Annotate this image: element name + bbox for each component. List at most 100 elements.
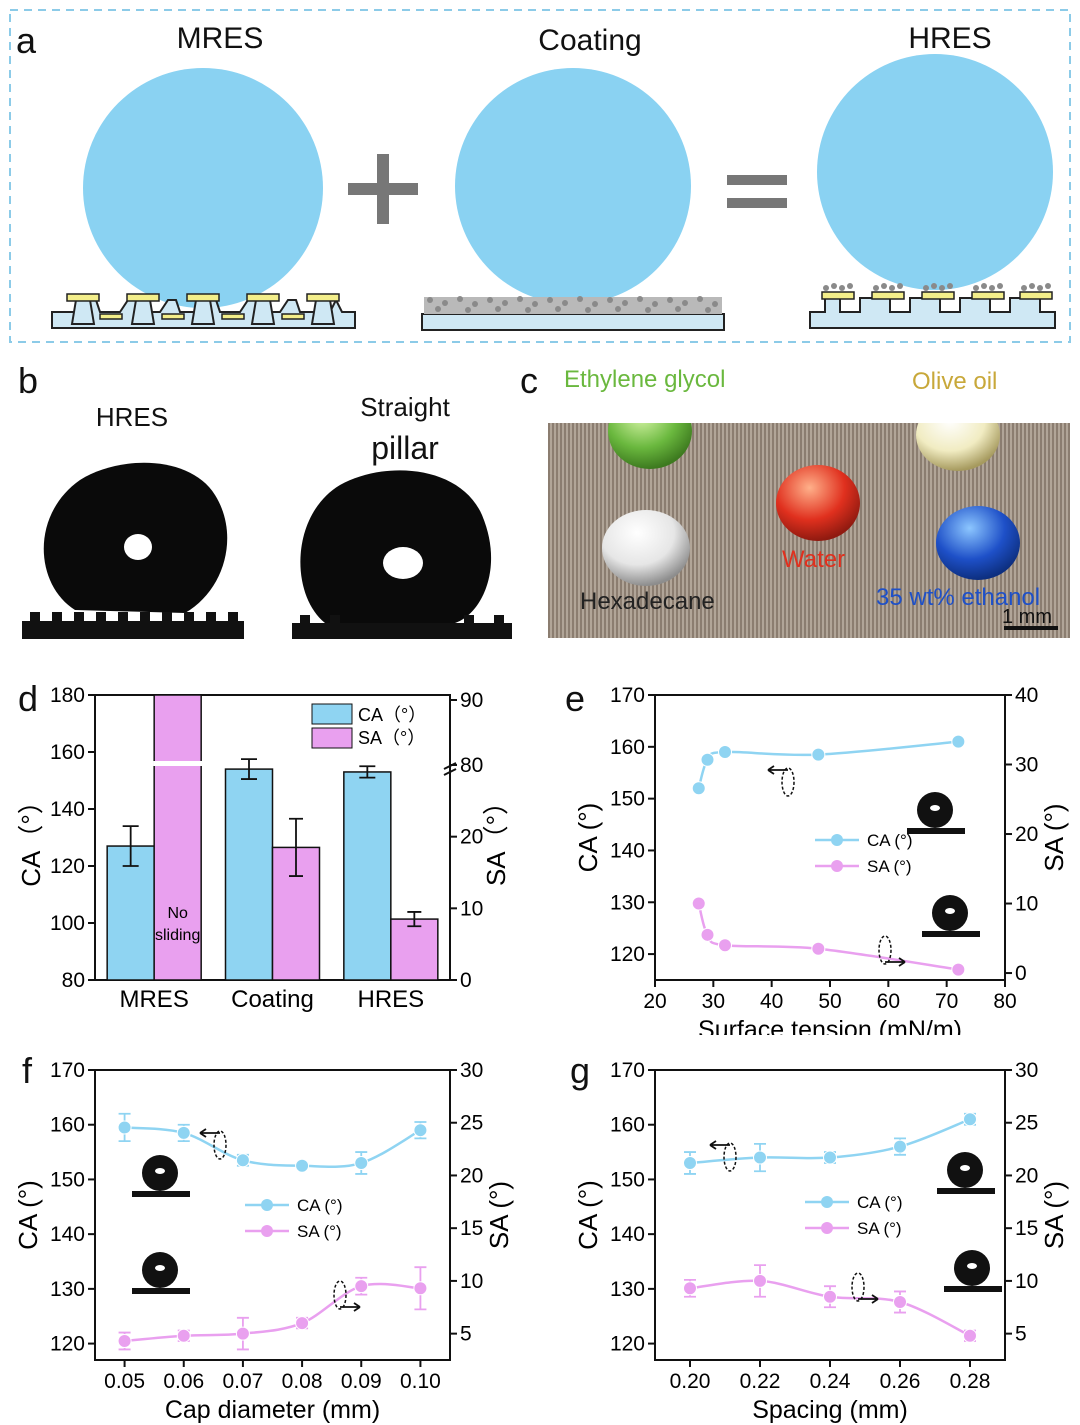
ca-point: [691, 781, 706, 796]
y2-tick-label: 20: [1015, 823, 1038, 846]
panel-a-frame: [9, 9, 1071, 343]
left-arrow-icon: [767, 765, 788, 775]
ca-bar: [224, 768, 274, 981]
y2-tick-label: 10: [460, 897, 483, 920]
sa-point: [718, 938, 732, 953]
y2-axis-label: SA (°): [484, 1181, 514, 1249]
ca-point: [811, 747, 826, 762]
y-tick-label: 120: [50, 1333, 85, 1356]
panel-b-hres-label: HRES: [95, 402, 169, 432]
chart-f: 0.05 0.06 0.07 0.08 0.09 0.10 120 130 140 150 160 1…: [13, 1059, 514, 1424]
x-tick-label: HRES: [357, 986, 424, 1013]
y-tick-label: 160: [50, 741, 85, 764]
x-axis-label: Spacing (mm): [752, 1396, 908, 1424]
water-droplet: [776, 465, 860, 541]
ethylene-glycol-droplet: [608, 423, 692, 469]
label-ethylene-glycol: Ethylene glycol: [564, 366, 726, 393]
x-tick-label: 0.09: [341, 1370, 382, 1393]
y2-tick-label: 20: [460, 826, 483, 849]
plus-icon: [348, 154, 418, 224]
y-tick-label: 160: [610, 736, 645, 759]
panel-d-label: d: [18, 678, 39, 719]
x-tick-label: 30: [702, 990, 725, 1013]
legend-ca-marker: [821, 1196, 833, 1208]
ca-point: [893, 1139, 907, 1154]
ca-point: [718, 745, 732, 759]
sa-point: [176, 1328, 191, 1343]
sa-point: [117, 1334, 132, 1349]
sa-point: [893, 1295, 907, 1309]
x-tick-label: 0.28: [950, 1370, 991, 1393]
legend-sa-label: SA (°): [867, 857, 912, 876]
legend-sa-label: SA (°): [297, 1222, 342, 1241]
y-axis-label: CA (°): [573, 803, 603, 873]
sa-point: [700, 927, 715, 942]
chart-d: 80 100 120 140 160 180 0 10 20 80 90 CA（°） SA（°） MRES…: [16, 684, 511, 1013]
label-ethanol: 35 wt% ethanol: [876, 584, 1041, 611]
ca-error-bar: [359, 765, 376, 779]
y-axis-label: CA（°）: [16, 788, 46, 887]
x-tick-label: 0.22: [740, 1370, 781, 1393]
y-tick-label: 120: [610, 943, 645, 966]
ca-line: [697, 740, 959, 789]
y2-tick-label: 20: [1015, 1164, 1038, 1187]
mres-title: MRES: [176, 22, 264, 55]
y2-tick-label: 15: [1015, 1217, 1038, 1240]
left-arrow-icon: [709, 1140, 730, 1150]
y-axis-label: CA (°): [573, 1180, 603, 1250]
y2-tick-label: 30: [1015, 754, 1038, 777]
sa-line: [697, 903, 959, 971]
x-tick-label: 80: [993, 990, 1016, 1013]
y2-tick-label: 0: [460, 969, 472, 992]
panel-b-straight-label: Straight: [360, 392, 450, 422]
ca-axis-marker: [723, 1142, 737, 1172]
y2-tick-label: 0: [1015, 962, 1027, 985]
sa-point: [811, 941, 826, 956]
coating-droplet: [455, 68, 691, 304]
label-water: Water: [782, 546, 846, 573]
ca-error-bar: [241, 758, 257, 780]
panel-g-label: g: [570, 1050, 591, 1091]
x-tick-label: 60: [877, 990, 900, 1013]
sa-point: [295, 1316, 310, 1331]
y-tick-label: 130: [50, 1278, 85, 1301]
panel-a-label: a: [16, 20, 37, 61]
y-axis-label: CA (°): [13, 1180, 43, 1250]
ca-point: [963, 1112, 977, 1127]
sa-axis-marker: [878, 935, 892, 965]
coating-title: Coating: [538, 24, 642, 57]
ca-bar: [343, 771, 392, 981]
ca-point: [951, 734, 966, 749]
y-tick-label: 140: [50, 798, 85, 821]
scale-bar: [1004, 626, 1058, 630]
x-tick-label: 50: [818, 990, 841, 1013]
y2-axis-label: SA (°): [1039, 1181, 1069, 1249]
y2-tick-label: 40: [1015, 684, 1038, 707]
ethanol-droplet: [936, 506, 1020, 580]
ca-error-bar: [122, 825, 139, 867]
x-tick-label: 0.20: [670, 1370, 711, 1393]
y-tick-label: 80: [62, 969, 85, 992]
sa-point: [235, 1326, 250, 1341]
hres-droplet-photo: [22, 462, 244, 639]
sa-point: [413, 1281, 428, 1296]
y-tick-label: 140: [50, 1223, 85, 1246]
ca-axis-marker: [781, 767, 795, 797]
hexadecane-droplet: [602, 510, 690, 586]
panel-b-label: b: [18, 360, 39, 401]
droplet-inset-image: [937, 1152, 995, 1194]
sa-point: [683, 1281, 697, 1296]
chart-g: 0.20 0.22 0.24 0.26 0.28 120 130 140 150 160 170 5 1…: [573, 1059, 1069, 1424]
legend-ca-marker: [261, 1199, 273, 1211]
right-arrow-icon: [340, 1302, 361, 1312]
axis-break-mark: [443, 762, 457, 776]
legend-sa-marker: [261, 1225, 273, 1237]
sa-point: [691, 896, 706, 911]
y-tick-label: 120: [50, 855, 85, 878]
y-tick-label: 120: [610, 1333, 645, 1356]
sa-point: [823, 1289, 837, 1304]
no-sliding-note: sliding: [155, 927, 200, 944]
label-olive-oil: Olive oil: [912, 368, 998, 395]
droplet-inset-image: [944, 1250, 1002, 1292]
sa-error-bar: [407, 911, 422, 928]
